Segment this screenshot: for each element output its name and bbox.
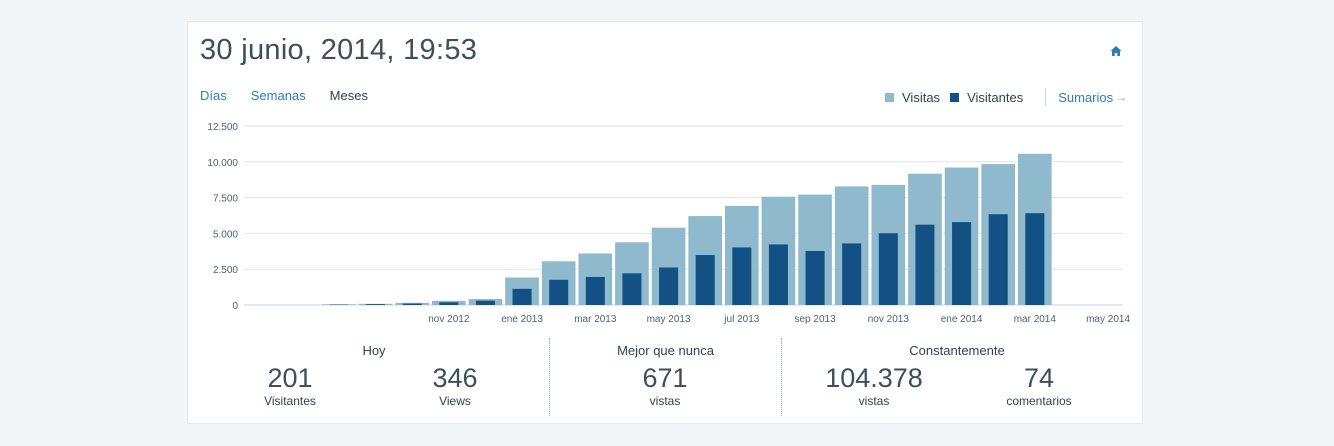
stats-card: 30 junio, 2014, 19:53 Días Semanas Meses…: [187, 21, 1143, 424]
bar-visitors: [366, 304, 386, 305]
x-tick-label: ene 2013: [501, 314, 543, 325]
x-tick-label: nov 2013: [868, 314, 910, 325]
alltime-comments-value: 74: [1023, 363, 1055, 393]
stats-alltime: Constantemente 104.378 vistas 74 comenta…: [781, 338, 1132, 416]
bar-visitors: [988, 214, 1008, 305]
alltime-views: 104.378 vistas: [814, 362, 934, 408]
alltime-views-label: vistas: [858, 394, 890, 408]
bar-visitors: [732, 247, 752, 305]
today-visitors-value: 201: [267, 363, 313, 393]
today-views-value: 346: [432, 363, 478, 393]
arrow-right-icon: →: [1115, 90, 1128, 104]
bar-visitors: [805, 251, 825, 305]
bar-visitors: [842, 243, 862, 305]
period-tabs: Días Semanas Meses: [200, 88, 368, 103]
x-tick-label: sep 2013: [794, 314, 836, 325]
bar-visitors: [1025, 213, 1045, 305]
x-tick-label: ene 2014: [941, 314, 983, 325]
best-views: 671 vistas: [605, 362, 725, 408]
summaries-link[interactable]: Sumarios →: [1058, 90, 1127, 105]
bar-visitors: [585, 276, 605, 305]
home-icon[interactable]: [1110, 45, 1122, 57]
tab-months[interactable]: Meses: [329, 88, 368, 103]
today-visitors: 201 Visitantes: [230, 362, 350, 408]
y-tick-label: 7.500: [213, 194, 238, 205]
legend-visits-label: Visitas: [902, 89, 941, 105]
bar-visitors: [402, 303, 422, 305]
chart-legend: Visitas Visitantes Sumarios →: [885, 88, 1127, 106]
bar-visitors: [695, 255, 715, 305]
tab-days[interactable]: Días: [200, 88, 227, 103]
bar-visitors: [512, 288, 532, 305]
today-views-label: Views: [439, 394, 471, 408]
y-tick-label: 0: [232, 301, 238, 312]
today-visitors-label: Visitantes: [264, 394, 316, 408]
bar-visitors: [768, 244, 788, 305]
stats-today-heading: Hoy: [362, 343, 386, 358]
best-views-value: 671: [642, 363, 688, 393]
x-tick-label: may 2013: [647, 314, 691, 325]
summaries-label: Sumarios: [1058, 89, 1114, 105]
x-tick-label: mar 2014: [1014, 314, 1057, 325]
stats-best-heading: Mejor que nunca: [617, 343, 714, 358]
legend-divider: [1045, 88, 1047, 106]
x-tick-label: mar 2013: [574, 314, 617, 325]
page-title: 30 junio, 2014, 19:53: [200, 34, 478, 66]
stats-alltime-heading: Constantemente: [909, 343, 1005, 358]
bar-visitors: [439, 302, 459, 305]
y-tick-label: 5.000: [213, 229, 238, 240]
visits-swatch: [885, 92, 894, 102]
x-tick-label: may 2014: [1086, 314, 1130, 325]
x-tick-label: nov 2012: [428, 314, 470, 325]
visitors-swatch: [950, 92, 960, 102]
y-tick-label: 12.500: [207, 122, 238, 133]
bar-visitors: [878, 233, 898, 305]
alltime-views-value: 104.378: [825, 363, 923, 393]
tab-weeks[interactable]: Semanas: [250, 88, 306, 103]
bar-visitors: [622, 273, 642, 305]
x-tick-label: jul 2013: [723, 314, 759, 325]
bar-visitors: [549, 279, 569, 305]
best-views-label: vistas: [649, 394, 681, 408]
legend-visits: Visitas: [885, 90, 940, 105]
bar-visitors: [659, 267, 679, 305]
bar-visitors: [475, 300, 495, 305]
stats-summary: Hoy 201 Visitantes 346 Views Mejor que n…: [188, 338, 1144, 418]
today-views: 346 Views: [395, 362, 515, 408]
y-tick-label: 2.500: [213, 265, 238, 276]
y-tick-label: 10.000: [207, 158, 238, 169]
legend-visitors-label: Visitantes: [967, 89, 1024, 105]
bar-visitors: [952, 222, 972, 305]
stats-best: Mejor que nunca 671 vistas: [549, 338, 781, 416]
bar-visitors: [915, 224, 935, 305]
stats-today: Hoy 201 Visitantes 346 Views: [200, 338, 548, 416]
visits-chart: 12.500 10.000 7.500 5.000 2.500 0 nov 2012 ene …: [207, 122, 1130, 325]
legend-visitors: Visitantes: [950, 90, 1023, 105]
alltime-comments: 74 comentarios: [979, 362, 1099, 408]
alltime-comments-label: comentarios: [1006, 394, 1072, 408]
